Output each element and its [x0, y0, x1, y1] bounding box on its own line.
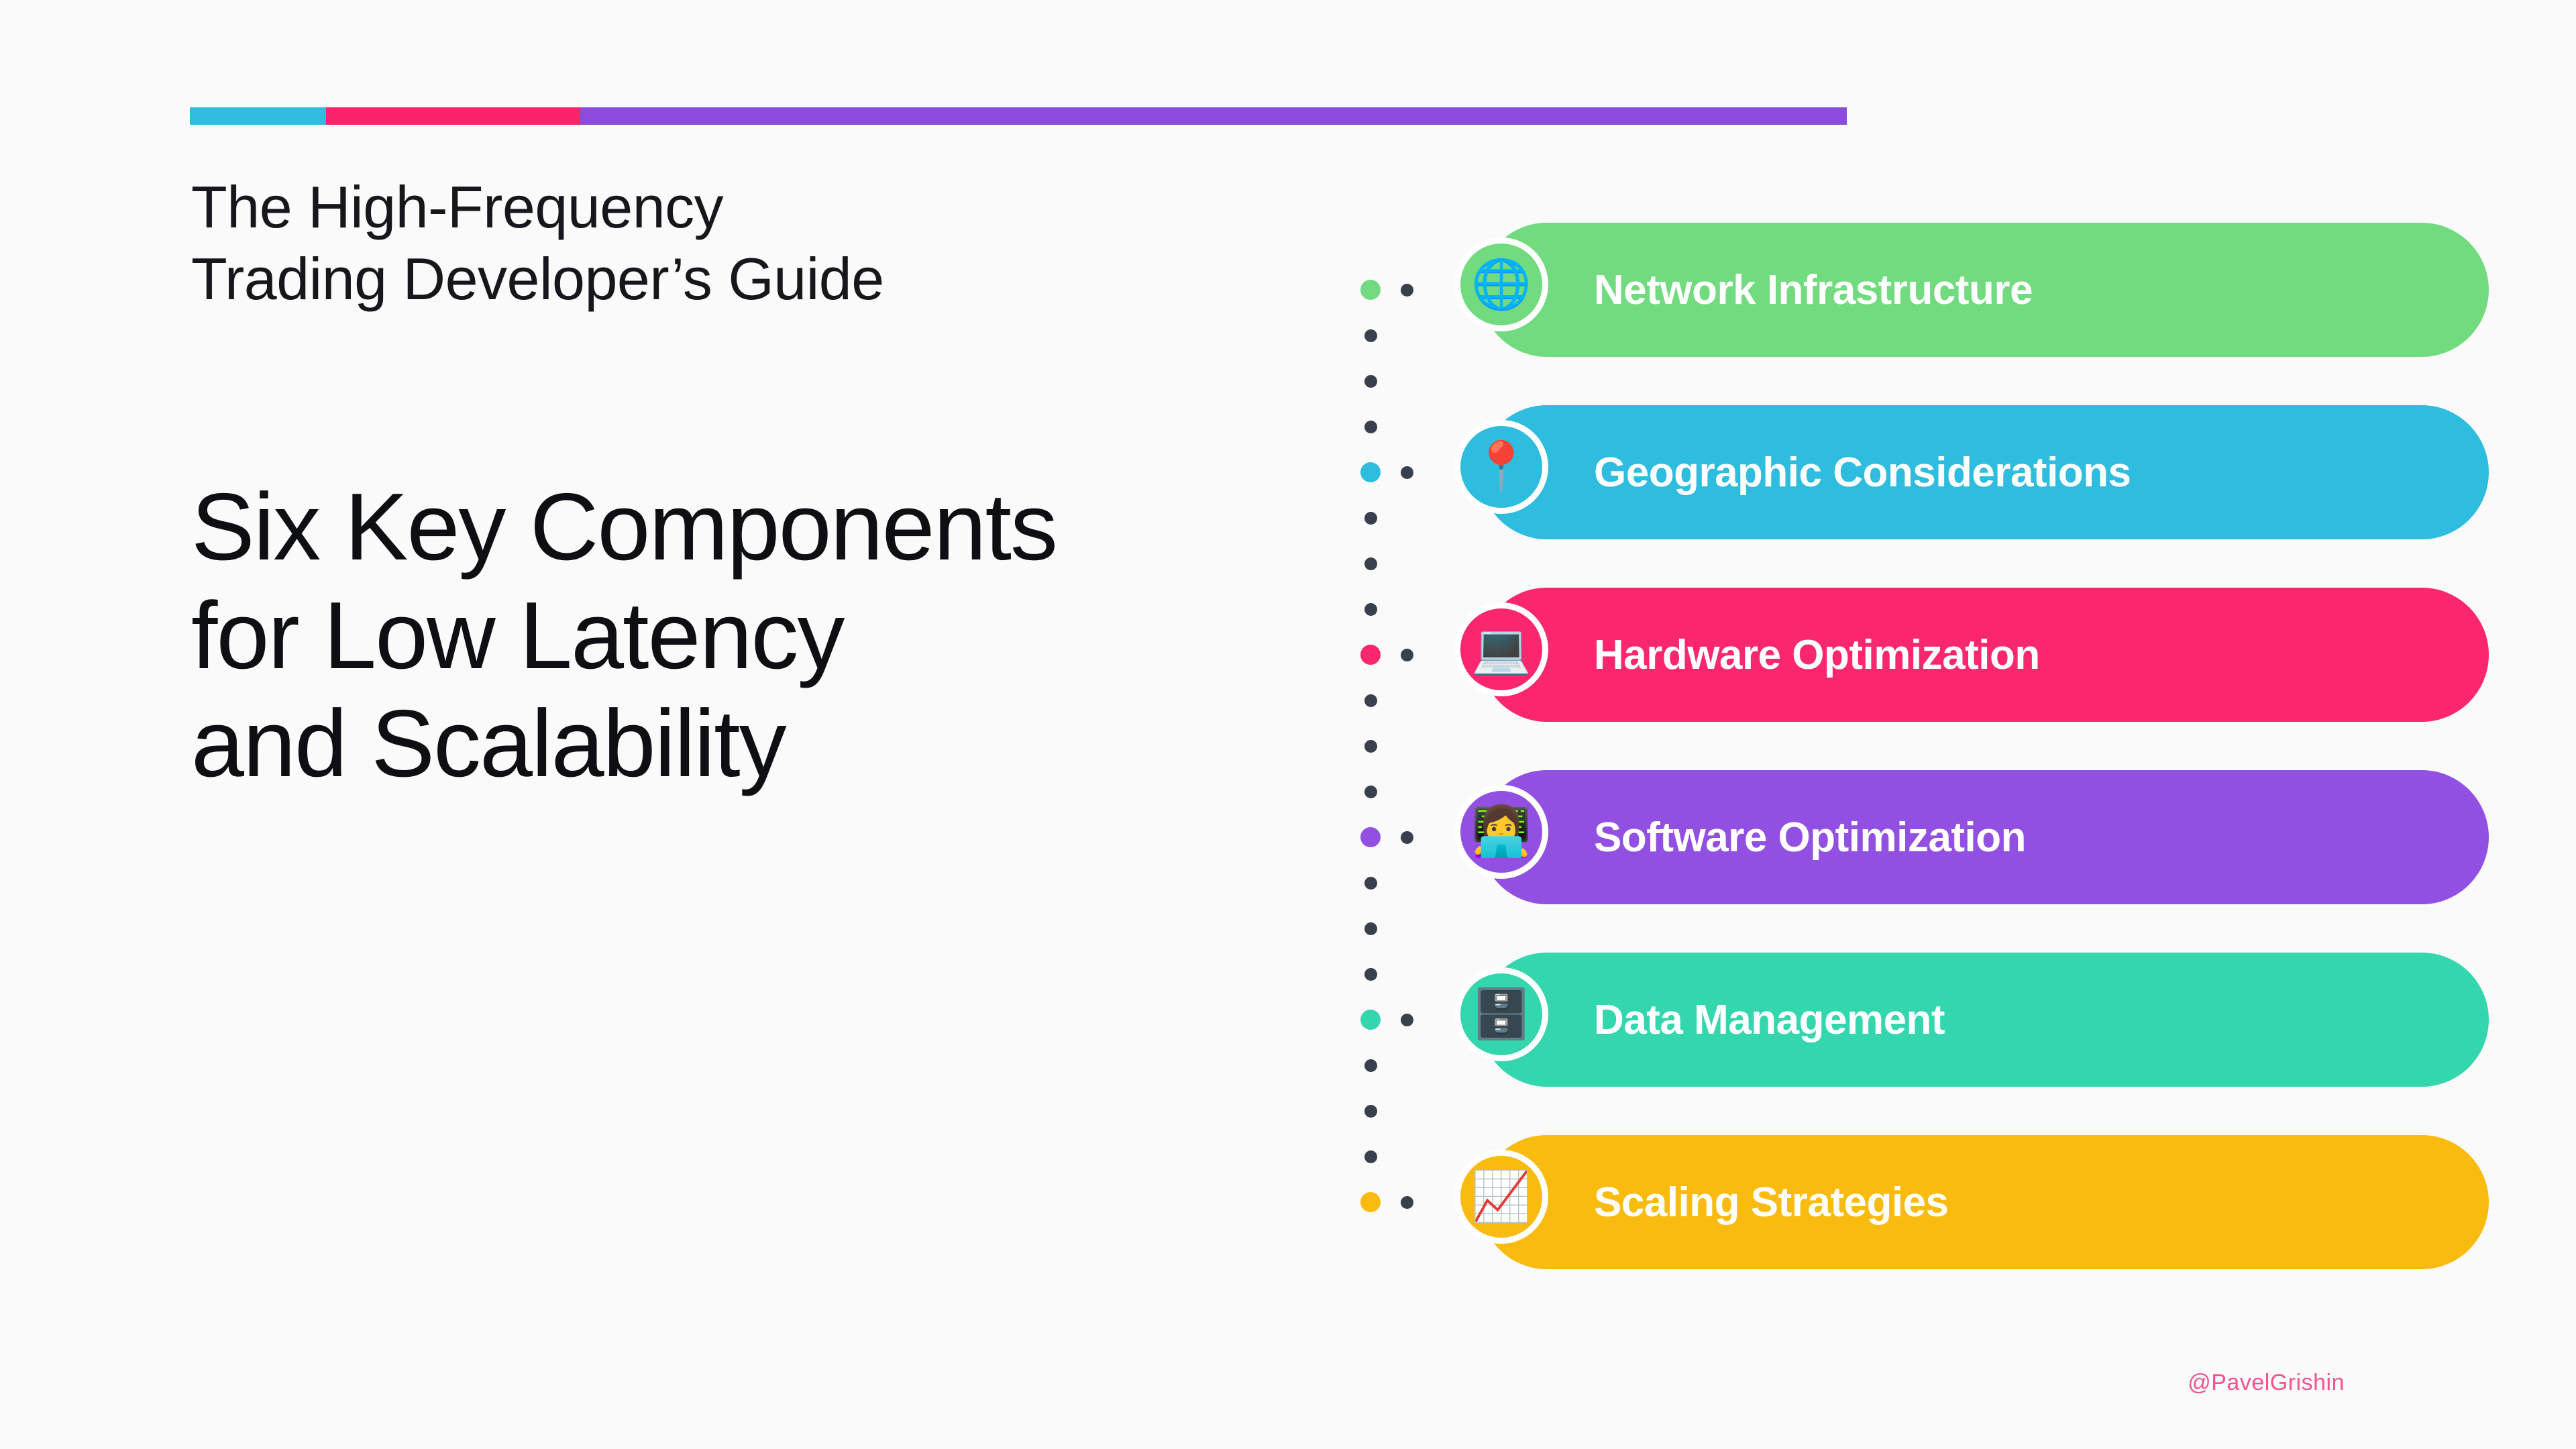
component-row: Data Management 🗄️ — [1454, 953, 2489, 1087]
component-pill-5[interactable]: Data Management — [1480, 953, 2489, 1087]
component-row: Software Optimization 👩‍💻 — [1454, 770, 2489, 904]
timeline-connector-dot — [1364, 876, 1377, 890]
timeline-dot-5 — [1360, 1010, 1381, 1030]
timeline-connector-dot — [1364, 557, 1377, 570]
timeline-connector-dot — [1364, 967, 1377, 981]
component-row: Network Infrastructure 🌐 — [1454, 223, 2489, 357]
timeline-marker-3 — [1401, 648, 1413, 661]
timeline-marker-1 — [1401, 283, 1413, 297]
component-row: Scaling Strategies 📈 — [1454, 1135, 2489, 1269]
component-row: Geographic Considerations 📍 — [1454, 405, 2489, 539]
timeline-dot-rail — [1355, 201, 1442, 1301]
technologist-icon: 👩‍💻 — [1454, 785, 1548, 879]
timeline-connector-dot — [1364, 374, 1377, 388]
component-label: Software Optimization — [1594, 814, 2026, 861]
component-pill-3[interactable]: Hardware Optimization — [1480, 588, 2489, 722]
timeline-dot-2 — [1360, 462, 1381, 482]
timeline-marker-6 — [1401, 1195, 1413, 1209]
timeline-dot-3 — [1360, 645, 1381, 665]
component-pill-2[interactable]: Geographic Considerations — [1480, 405, 2489, 539]
timeline-connector-dot — [1364, 511, 1377, 525]
timeline-marker-5 — [1401, 1013, 1413, 1026]
timeline-marker-2 — [1401, 466, 1413, 479]
timeline-connector-dot — [1364, 602, 1377, 616]
guide-subtitle: The High-Frequency Trading Developer’s G… — [191, 174, 884, 313]
timeline-connector-dot — [1364, 1150, 1377, 1163]
timeline-connector-dot — [1364, 922, 1377, 935]
author-watermark: @PavelGrishin — [2188, 1370, 2345, 1395]
timeline-connector-dot — [1364, 329, 1377, 342]
laptop-icon: 💻 — [1454, 602, 1548, 696]
map-pin-icon: 📍 — [1454, 420, 1548, 514]
component-label: Scaling Strategies — [1594, 1179, 1949, 1226]
accent-segment-pink — [326, 107, 580, 125]
timeline-marker-4 — [1401, 830, 1413, 844]
timeline-dot-1 — [1360, 280, 1381, 300]
accent-segment-cyan — [190, 107, 326, 125]
globe-icon: 🌐 — [1454, 237, 1548, 331]
component-row: Hardware Optimization 💻 — [1454, 588, 2489, 722]
chart-increasing-icon: 📈 — [1454, 1150, 1548, 1244]
timeline-dot-6 — [1360, 1192, 1381, 1212]
title-block: The High-Frequency Trading Developer’s G… — [191, 171, 1278, 798]
component-label: Network Infrastructure — [1594, 266, 2033, 313]
component-pill-1[interactable]: Network Infrastructure — [1480, 223, 2489, 357]
page-title: Six Key Components for Low Latency and S… — [191, 473, 1058, 798]
accent-segment-purple — [580, 107, 1847, 125]
component-label: Data Management — [1594, 996, 1945, 1043]
components-timeline: Network Infrastructure 🌐 Geographic Consid… — [1355, 201, 2489, 1301]
file-cabinet-icon: 🗄️ — [1454, 967, 1548, 1061]
component-pill-6[interactable]: Scaling Strategies — [1480, 1135, 2489, 1269]
timeline-connector-dot — [1364, 420, 1377, 433]
timeline-connector-dot — [1364, 1059, 1377, 1072]
accent-bar — [190, 107, 1847, 125]
component-label: Geographic Considerations — [1594, 449, 2131, 496]
timeline-connector-dot — [1364, 694, 1377, 707]
component-pill-4[interactable]: Software Optimization — [1480, 770, 2489, 904]
component-label: Hardware Optimization — [1594, 631, 2040, 678]
timeline-connector-dot — [1364, 785, 1377, 798]
component-list: Network Infrastructure 🌐 Geographic Consid… — [1454, 201, 2489, 1301]
timeline-connector-dot — [1364, 1104, 1377, 1118]
timeline-dot-4 — [1360, 827, 1381, 847]
timeline-connector-dot — [1364, 739, 1377, 753]
